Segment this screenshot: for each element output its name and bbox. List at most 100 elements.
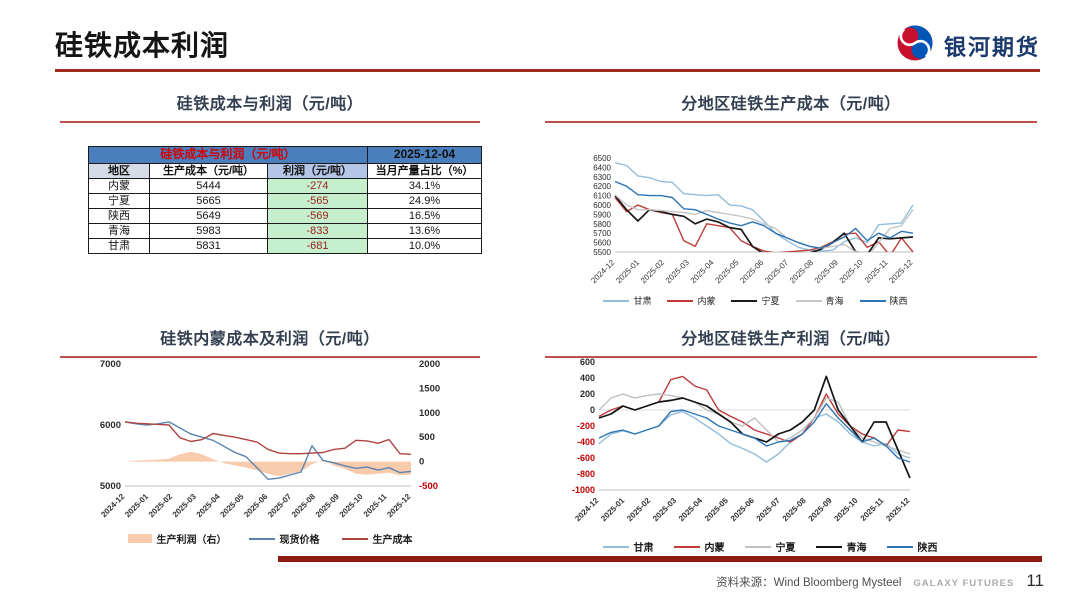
source-label: 资料来源：Wind Bloomberg Mysteel [716, 577, 902, 589]
table-row: 青海 5983 -833 13.6% [88, 223, 483, 239]
svg-text:200: 200 [580, 389, 595, 399]
svg-text:2025-04: 2025-04 [689, 258, 717, 286]
legend-item: 生产成本 [341, 531, 413, 546]
value-cell: 13.6% [367, 223, 483, 239]
legend-line-swatch [744, 545, 771, 548]
col-header-share: 当月产量占比（%） [367, 163, 483, 179]
svg-text:2025-08: 2025-08 [788, 258, 816, 286]
legend-line-swatch [667, 299, 694, 302]
region-cell: 甘肃 [88, 238, 150, 254]
legend-item: 宁夏 [744, 539, 796, 554]
profit-by-region-chart: -1000-800-600-400-20002004006002024-1220… [572, 357, 912, 524]
svg-text:2025-08: 2025-08 [781, 496, 809, 524]
logo-text: 银河期货 [943, 34, 1040, 60]
value-cell: 5649 [149, 208, 268, 224]
footer: 资料来源：Wind Bloomberg Mysteel GALAXY FUTUR… [716, 571, 1044, 591]
svg-text:2025-02: 2025-02 [625, 496, 653, 524]
svg-text:-400: -400 [577, 437, 595, 447]
header-divider [55, 69, 1040, 72]
cost-profit-table: 硅铁成本与利润（元/吨） 2025-12-04 地区 生产成本（元/吨） 利润（… [87, 146, 483, 254]
legend-item: 内蒙 [667, 294, 715, 307]
profit-cell: -565 [266, 193, 369, 209]
svg-text:2025-05: 2025-05 [713, 258, 741, 286]
value-cell: 5983 [149, 223, 268, 239]
svg-text:6400: 6400 [593, 163, 611, 172]
section-profit: 分地区硅铁生产利润（元/吨） [545, 325, 1037, 358]
value-cell: 5444 [149, 178, 268, 194]
svg-text:2025-07: 2025-07 [755, 496, 783, 524]
page-number: 11 [1026, 571, 1044, 590]
svg-text:2025-03: 2025-03 [651, 496, 679, 524]
svg-text:-1000: -1000 [572, 485, 595, 495]
svg-text:2025-10: 2025-10 [338, 492, 366, 520]
table-row: 甘肃 5831 -681 10.0% [88, 238, 483, 254]
region-cell: 陕西 [88, 208, 150, 224]
svg-text:6200: 6200 [593, 182, 611, 191]
legend-item: 宁夏 [731, 294, 780, 307]
legend-label: 内蒙 [704, 543, 725, 554]
inner-mongolia-chart: 500060007000-50005001000150020002024-122… [99, 359, 440, 520]
table-row: 宁夏 5665 -565 24.9% [88, 193, 483, 209]
table-header-row: 地区 生产成本（元/吨） 利润（元/吨） 当月产量占比（%） [88, 163, 483, 179]
galaxy-futures-logo: 银河期货 [894, 22, 1040, 69]
legend-area-swatch [127, 534, 152, 543]
legend-label: 现货价格 [279, 535, 320, 546]
legend-item: 甘肃 [603, 294, 651, 307]
svg-text:-600: -600 [577, 453, 595, 463]
svg-text:1500: 1500 [419, 383, 440, 394]
table-row: 陕西 5649 -569 16.5% [88, 208, 483, 224]
legend-label: 宁夏 [775, 543, 796, 554]
legend-line-swatch [859, 299, 886, 302]
svg-text:2025-03: 2025-03 [171, 492, 199, 520]
svg-text:7000: 7000 [100, 359, 121, 370]
value-cell: 24.9% [367, 193, 483, 209]
profit-cell: -681 [266, 238, 369, 254]
value-cell: 16.5% [367, 208, 483, 224]
section-table: 硅铁成本与利润（元/吨） [60, 90, 480, 123]
value-cell: 5831 [149, 238, 268, 254]
table-title: 硅铁成本与利润（元/吨） [160, 147, 296, 161]
legend-item: 现货价格 [248, 531, 320, 546]
legend-line-swatch [886, 545, 913, 548]
table-title-row: 硅铁成本与利润（元/吨） 2025-12-04 [87, 146, 483, 164]
table-row: 内蒙 5444 -274 34.1% [88, 178, 483, 194]
svg-text:5700: 5700 [593, 229, 611, 238]
svg-text:2025-06: 2025-06 [729, 496, 757, 524]
svg-text:0: 0 [590, 405, 595, 415]
svg-text:2000: 2000 [419, 359, 440, 370]
svg-text:2025-09: 2025-09 [314, 492, 342, 520]
profit-cell: -274 [266, 178, 369, 194]
svg-text:2025-01: 2025-01 [123, 492, 151, 520]
svg-text:400: 400 [580, 373, 595, 383]
svg-text:6300: 6300 [593, 173, 611, 182]
section-inner-mongolia: 硅铁内蒙成本及利润（元/吨） [60, 325, 480, 358]
legend-item: 生产利润（右） [127, 531, 227, 546]
svg-text:5800: 5800 [593, 220, 611, 229]
svg-text:600: 600 [580, 357, 595, 367]
profit-cell: -569 [266, 208, 369, 224]
svg-text:6100: 6100 [593, 192, 611, 201]
svg-text:6500: 6500 [593, 154, 611, 163]
legend-line-swatch [603, 299, 630, 302]
svg-text:2025-11: 2025-11 [859, 496, 886, 523]
svg-text:2025-11: 2025-11 [863, 258, 890, 285]
cost-section-title: 分地区硅铁生产成本（元/吨） [681, 96, 901, 113]
legend-label: 青海 [825, 296, 844, 306]
svg-text:2025-12: 2025-12 [385, 492, 413, 520]
svg-text:2025-03: 2025-03 [664, 258, 692, 286]
svg-text:6000: 6000 [100, 420, 121, 431]
svg-text:2025-05: 2025-05 [218, 492, 246, 520]
svg-text:-200: -200 [577, 421, 595, 431]
region-cell: 青海 [88, 223, 150, 239]
profit-cell: -833 [266, 223, 369, 239]
cost-chart-legend: 甘肃 内蒙 宁夏 青海 陕西 [583, 294, 928, 307]
svg-text:2025-02: 2025-02 [147, 492, 175, 520]
legend-item: 内蒙 [673, 539, 725, 554]
legend-line-swatch [602, 545, 629, 548]
legend-label: 青海 [846, 543, 867, 554]
svg-text:2025-02: 2025-02 [639, 258, 667, 286]
legend-line-swatch [341, 537, 368, 540]
col-header-cost: 生产成本（元/吨） [149, 163, 268, 179]
svg-text:2025-09: 2025-09 [813, 258, 841, 286]
legend-label: 生产利润（右） [156, 535, 227, 546]
